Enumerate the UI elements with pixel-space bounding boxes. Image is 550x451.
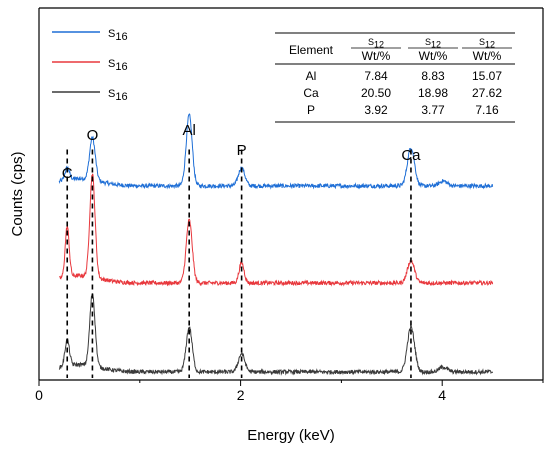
chart_data.table.columns.2.name-main: S [479, 37, 485, 47]
table-header-element: Element [289, 43, 334, 57]
peak-label-al: Al [183, 122, 196, 139]
labels-layer: C O Al P Ca [62, 122, 421, 378]
chart_data.table.columns.0.name-sub: 12 [374, 40, 384, 50]
table-cell-1-0: 20.50 [361, 86, 391, 100]
chart_data.series.2.name-sub: 16 [115, 91, 127, 103]
chart_data.series.1.name-main: S [108, 58, 115, 70]
table-cell-0-2: 15.07 [472, 69, 502, 83]
table-cell-1-2: 27.62 [472, 86, 502, 100]
y-axis-label: Counts (cps) [9, 151, 26, 236]
table-header-unit-0: Wt/% [362, 49, 391, 63]
table-cell-1-1: 18.98 [418, 86, 448, 100]
table-cell-2-1: 3.77 [421, 103, 445, 117]
spectrum-line-0 [58, 113, 494, 190]
chart_data.table.columns.0.name: S12 [368, 37, 384, 50]
peak-label-o: O [87, 127, 99, 144]
table-cell-element-2: P [307, 103, 315, 117]
peak-label-p: P [237, 142, 247, 159]
x-tick-label-4: 4 [438, 387, 446, 403]
chart_data.table.columns.1.name-sub: 12 [431, 40, 441, 50]
x-axis-label: Energy (keV) [247, 427, 335, 444]
chart_data.series.0.name: S16 [108, 28, 128, 43]
table-cell-element-1: Ca [303, 86, 319, 100]
table-cell-0-0: 7.84 [364, 69, 388, 83]
peak-label-ca: Ca [401, 147, 421, 164]
table-header-unit-1: Wt/% [419, 49, 448, 63]
x-tick-label-0: 0 [35, 387, 43, 403]
peak-label-c: C [62, 165, 73, 182]
chart_data.series.2.name: S16 [108, 88, 128, 103]
chart_data.series.2.name-main: S [108, 88, 115, 100]
table-cell-2-0: 3.92 [364, 103, 388, 117]
chart_data.series.0.name-main: S [108, 28, 115, 40]
plot-layer [58, 113, 494, 376]
axes-layer: 0 2 4 Energy (keV) Counts (cps) [9, 7, 544, 444]
chart_data.series.0.name-sub: 16 [115, 31, 127, 43]
chart_data.table.columns.2.name-sub: 12 [485, 40, 495, 50]
chart_data.table.columns.0.name-main: S [368, 37, 374, 47]
chart_data.table.columns.1.name-main: S [425, 37, 431, 47]
spectrum-line-2 [58, 293, 494, 376]
spectrum-line-1 [59, 173, 494, 287]
x-tick-label-2: 2 [237, 387, 245, 403]
chart_data.table.columns.2.name: S12 [479, 37, 495, 50]
table-cell-0-1: 8.83 [421, 69, 445, 83]
table-header-unit-2: Wt/% [473, 49, 502, 63]
chart_data.series.1.name-sub: 16 [115, 61, 127, 73]
chart_data.series.1.name: S16 [108, 58, 128, 73]
table-cell-2-2: 7.16 [475, 103, 499, 117]
chart_data.table.columns.1.name: S12 [425, 37, 441, 50]
table-cell-element-0: Al [306, 69, 317, 83]
